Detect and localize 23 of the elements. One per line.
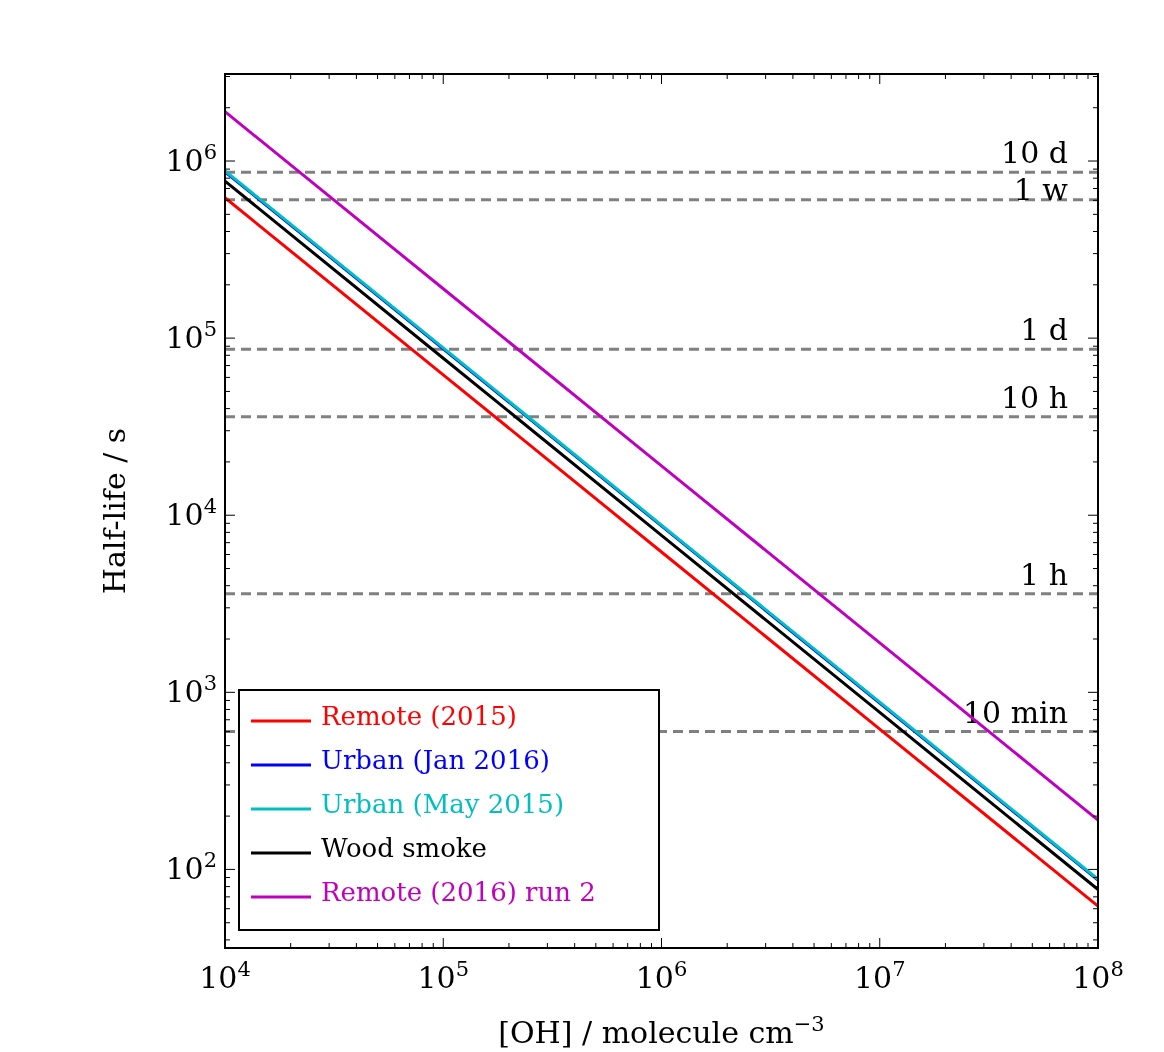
ref-line-label: 10 h xyxy=(1000,379,1068,415)
y-tick-label: 10$^{5}$ xyxy=(165,317,217,356)
text: Urban (May 2015) xyxy=(321,789,565,819)
y-tick-label: 10$^{2}$ xyxy=(165,848,217,887)
x-tick-label: 10$^{4}$ xyxy=(199,957,251,995)
text: Remote (2016) run 2 xyxy=(321,877,596,907)
text: Wood smoke xyxy=(321,833,487,863)
ref-line-label: 10 min xyxy=(962,694,1068,730)
x-axis-title: [OH] / molecule cm$^{−3}$ xyxy=(498,1012,825,1050)
ref-line-label: 10 d xyxy=(1001,135,1068,171)
ref-line-label: 1 d xyxy=(1020,312,1068,348)
x-tick-label: 10$^{6}$ xyxy=(635,957,688,995)
text: Urban (Jan 2016) xyxy=(321,745,550,775)
x-tick-label: 10$^{8}$ xyxy=(1072,957,1124,995)
text: Remote (2015) xyxy=(321,701,517,731)
y-axis-title: Half-life / s xyxy=(97,427,132,595)
y-tick-label: 10$^{3}$ xyxy=(165,671,217,710)
ref-line-label: 1 h xyxy=(1020,556,1068,592)
ref-line-label: 1 w xyxy=(1013,171,1069,207)
y-tick-label: 10$^{6}$ xyxy=(165,140,217,179)
y-tick-label: 10$^{4}$ xyxy=(165,494,217,533)
x-tick-label: 10$^{5}$ xyxy=(417,957,470,995)
x-tick-label: 10$^{7}$ xyxy=(853,957,906,995)
